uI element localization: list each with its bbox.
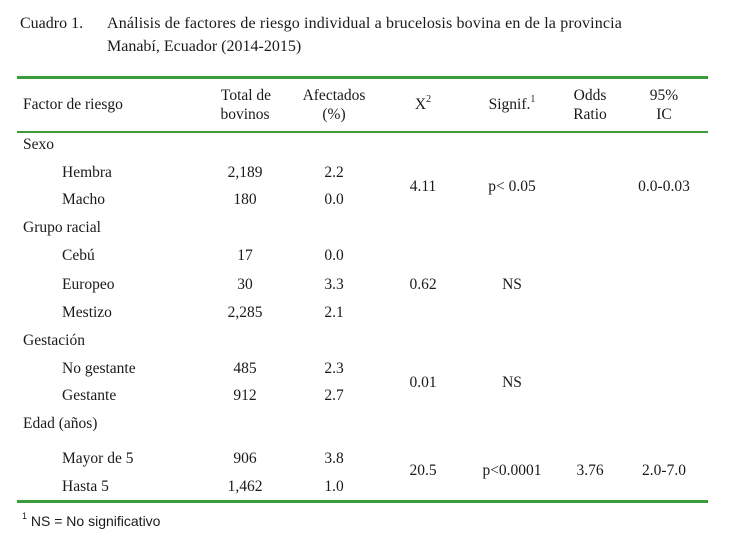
group-ic: 0.0-0.03 <box>638 178 690 195</box>
row-label: Hembra <box>62 164 112 181</box>
header-afectados-line1: Afectados <box>302 87 366 104</box>
group-label: Gestación <box>23 332 85 349</box>
group-x2: 0.01 <box>409 374 437 391</box>
caption-title-line2: Manabí, Ecuador (2014-2015) <box>107 38 302 55</box>
row-pct: 2.2 <box>324 164 344 181</box>
row-pct: 2.3 <box>324 360 344 377</box>
row-total: 2,285 <box>227 304 263 321</box>
group-x2: 0.62 <box>409 276 437 293</box>
group-odds: 3.76 <box>576 462 604 479</box>
header-signif-text: Signif. <box>488 96 531 113</box>
group-x2: 4.11 <box>409 178 437 195</box>
header-odds-line1: Odds <box>573 87 607 104</box>
row-label: Mestizo <box>62 304 112 321</box>
header-total-line1: Total de <box>220 87 272 104</box>
row-label: Gestante <box>62 387 117 404</box>
row-label: Macho <box>62 191 106 208</box>
header-x2: X2 <box>414 93 432 114</box>
group-signif: p<0.0001 <box>482 462 542 479</box>
row-total: 17 <box>237 247 253 264</box>
header-factor: Factor de riesgo <box>23 96 123 113</box>
row-label: Europeo <box>62 276 115 293</box>
group-x2: 20.5 <box>409 462 437 479</box>
header-ic-line1: 95% <box>649 87 679 104</box>
header-odds-line2: Ratio <box>573 106 607 123</box>
row-pct: 1.0 <box>324 478 344 495</box>
row-label: Hasta 5 <box>62 478 109 495</box>
header-signif: Signif.1 <box>488 93 536 114</box>
caption-title-line1: Análisis de factores de riesgo individua… <box>107 15 622 32</box>
header-signif-sup: 1 <box>530 93 536 105</box>
footnote-text: NS = No significativo <box>30 513 161 529</box>
row-total: 1,462 <box>227 478 263 495</box>
bottom-rule <box>17 500 708 503</box>
group-label: Grupo racial <box>23 219 101 236</box>
row-total: 180 <box>233 191 257 208</box>
group-label: Edad (años) <box>23 415 98 432</box>
row-pct: 3.8 <box>324 450 344 467</box>
group-signif: NS <box>502 276 522 293</box>
row-total: 912 <box>233 387 257 404</box>
row-total: 2,189 <box>227 164 263 181</box>
header-x2-sup: 2 <box>426 93 432 105</box>
row-label: No gestante <box>62 360 136 377</box>
header-afectados-line2: (%) <box>322 106 346 123</box>
group-signif: p< 0.05 <box>488 178 536 195</box>
row-label: Cebú <box>62 247 95 264</box>
row-pct: 2.1 <box>324 304 344 321</box>
row-total: 485 <box>233 360 257 377</box>
header-total-line2: bovinos <box>220 106 270 123</box>
row-total: 30 <box>237 276 253 293</box>
row-pct: 3.3 <box>324 276 344 293</box>
top-rule <box>17 76 708 79</box>
row-total: 906 <box>233 450 257 467</box>
group-ic: 2.0-7.0 <box>642 462 686 479</box>
footnote: 1 NS = No significativo <box>22 512 160 530</box>
row-pct: 0.0 <box>324 191 344 208</box>
caption-label: Cuadro 1. <box>20 15 84 32</box>
row-label: Mayor de 5 <box>62 450 134 467</box>
row-pct: 0.0 <box>324 247 344 264</box>
footnote-marker: 1 <box>22 511 28 522</box>
header-x2-base: X <box>414 96 427 113</box>
row-pct: 2.7 <box>324 387 344 404</box>
header-rule <box>17 131 708 133</box>
group-signif: NS <box>502 374 522 391</box>
header-ic-line2: IC <box>656 106 672 123</box>
group-label: Sexo <box>23 136 54 153</box>
